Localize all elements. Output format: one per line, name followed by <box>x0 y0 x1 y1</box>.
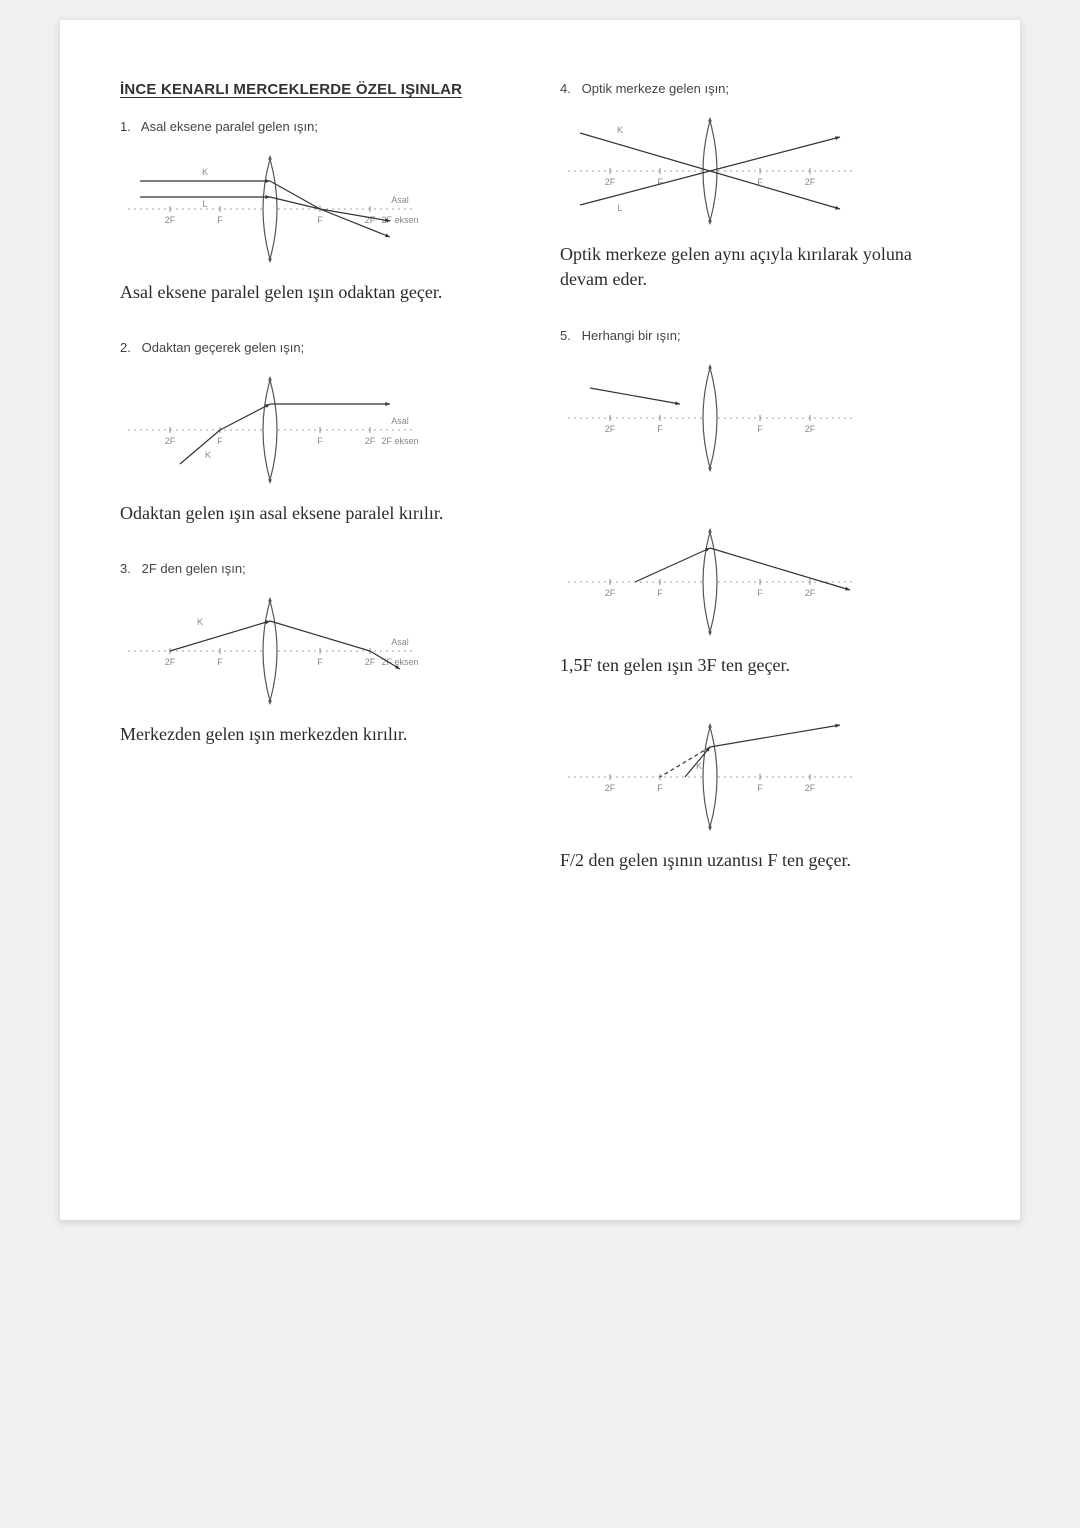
svg-text:F: F <box>657 783 663 793</box>
printed-text: 2. Odaktan geçerek gelen ışın; <box>120 339 520 357</box>
svg-text:F: F <box>217 436 223 446</box>
handwritten-note: Odaktan gelen ışın asal eksene paralel k… <box>120 501 520 526</box>
lens-diagram-half-f: 2F F F 2F K <box>560 712 960 842</box>
printed-text: 3. 2F den gelen ışın; <box>120 560 520 578</box>
printed-label: 2F den gelen ışın; <box>142 561 246 576</box>
printed-label: Odaktan geçerek gelen ışın; <box>142 340 305 355</box>
item-extra-b: 2F F F 2F K F/2 den gelen ışının uzantısı F … <box>560 712 960 873</box>
svg-text:Asal: Asal <box>391 195 409 205</box>
svg-text:2F: 2F <box>165 657 176 667</box>
printed-text: 5. Herhangi bir ışın; <box>560 327 960 345</box>
svg-text:2F: 2F <box>365 436 376 446</box>
right-column: 4. Optik merkeze gelen ışın; 2F F F 2F K L Op… <box>560 80 960 907</box>
lens-diagram-1-5f: 2F F F 2F <box>560 517 960 647</box>
item-number: 1. <box>120 118 138 136</box>
item-1: 1. Asal eksene paralel gelen ışın; 2FFF2… <box>120 118 520 305</box>
svg-text:F: F <box>657 588 663 598</box>
svg-text:2F eksen: 2F eksen <box>381 657 418 667</box>
svg-text:F: F <box>657 424 663 434</box>
printed-label: Optik merkeze gelen ışın; <box>582 81 729 96</box>
item-number: 3. <box>120 560 138 578</box>
svg-text:2F: 2F <box>165 215 176 225</box>
handwritten-note: Optik merkeze gelen aynı açıyla kırılara… <box>560 242 960 292</box>
page-title: İNCE KENARLI MERCEKLERDE ÖZEL IŞINLAR <box>120 80 520 100</box>
lens-diagram-arbitrary: 2F F F 2F <box>560 353 960 483</box>
printed-label: Asal eksene paralel gelen ışın; <box>141 119 318 134</box>
item-number: 4. <box>560 80 578 98</box>
handwritten-note: Merkezden gelen ışın merkezden kırılır. <box>120 722 520 747</box>
two-column-layout: İNCE KENARLI MERCEKLERDE ÖZEL IŞINLAR 1.… <box>120 80 960 907</box>
viewport: İNCE KENARLI MERCEKLERDE ÖZEL IŞINLAR 1.… <box>0 0 1080 1528</box>
svg-text:2F: 2F <box>365 657 376 667</box>
svg-text:F: F <box>217 215 223 225</box>
printed-text: 1. Asal eksene paralel gelen ışın; <box>120 118 520 136</box>
svg-text:2F: 2F <box>805 424 816 434</box>
svg-text:K: K <box>617 125 623 135</box>
svg-text:K: K <box>205 450 211 460</box>
lens-diagram-center: 2FFF2FKL <box>560 106 960 236</box>
left-column: İNCE KENARLI MERCEKLERDE ÖZEL IŞINLAR 1.… <box>120 80 520 907</box>
item-extra-a: 2F F F 2F 1,5F ten gelen ışın 3F ten geçer. <box>560 517 960 678</box>
svg-text:L: L <box>202 199 207 209</box>
handwritten-note: Asal eksene paralel gelen ışın odaktan g… <box>120 280 520 305</box>
lens-diagram-2f: 2F F F 2F Asal 2F eksen K <box>120 586 520 716</box>
svg-text:K: K <box>197 617 203 627</box>
svg-text:F: F <box>217 657 223 667</box>
svg-text:2F: 2F <box>605 177 616 187</box>
svg-text:F: F <box>757 588 763 598</box>
svg-text:F: F <box>657 177 663 187</box>
worksheet-page: İNCE KENARLI MERCEKLERDE ÖZEL IŞINLAR 1.… <box>60 20 1020 1220</box>
item-3: 3. 2F den gelen ışın; 2F F F 2F Asal 2F eksen… <box>120 560 520 747</box>
svg-text:F: F <box>317 436 323 446</box>
printed-text: 4. Optik merkeze gelen ışın; <box>560 80 960 98</box>
svg-text:2F: 2F <box>605 424 616 434</box>
svg-text:2F: 2F <box>165 436 176 446</box>
svg-text:Asal: Asal <box>391 637 409 647</box>
handwritten-note: F/2 den gelen ışının uzantısı F ten geçe… <box>560 848 960 873</box>
svg-text:F: F <box>757 783 763 793</box>
svg-text:Asal: Asal <box>391 416 409 426</box>
svg-text:2F: 2F <box>605 783 616 793</box>
svg-text:L: L <box>617 203 622 213</box>
svg-text:2F: 2F <box>805 783 816 793</box>
item-number: 5. <box>560 327 578 345</box>
svg-text:2F eksen: 2F eksen <box>381 436 418 446</box>
item-5: 5. Herhangi bir ışın; 2F F F 2F <box>560 327 960 483</box>
svg-text:F: F <box>317 657 323 667</box>
lens-diagram-focus: 2F F F 2F Asal 2F eksen K <box>120 365 520 495</box>
printed-label: Herhangi bir ışın; <box>582 328 681 343</box>
svg-text:F: F <box>317 215 323 225</box>
svg-text:K: K <box>202 167 208 177</box>
svg-text:2F: 2F <box>605 588 616 598</box>
lens-diagram-parallel: 2FFF2FAsal2F eksenKL <box>120 144 520 274</box>
item-number: 2. <box>120 339 138 357</box>
item-4: 4. Optik merkeze gelen ışın; 2FFF2FKL Op… <box>560 80 960 293</box>
svg-text:2F: 2F <box>805 177 816 187</box>
item-2: 2. Odaktan geçerek gelen ışın; 2F F F 2F Asa… <box>120 339 520 526</box>
svg-text:F: F <box>757 424 763 434</box>
svg-text:K: K <box>696 761 702 771</box>
handwritten-note: 1,5F ten gelen ışın 3F ten geçer. <box>560 653 960 678</box>
svg-text:2F: 2F <box>805 588 816 598</box>
